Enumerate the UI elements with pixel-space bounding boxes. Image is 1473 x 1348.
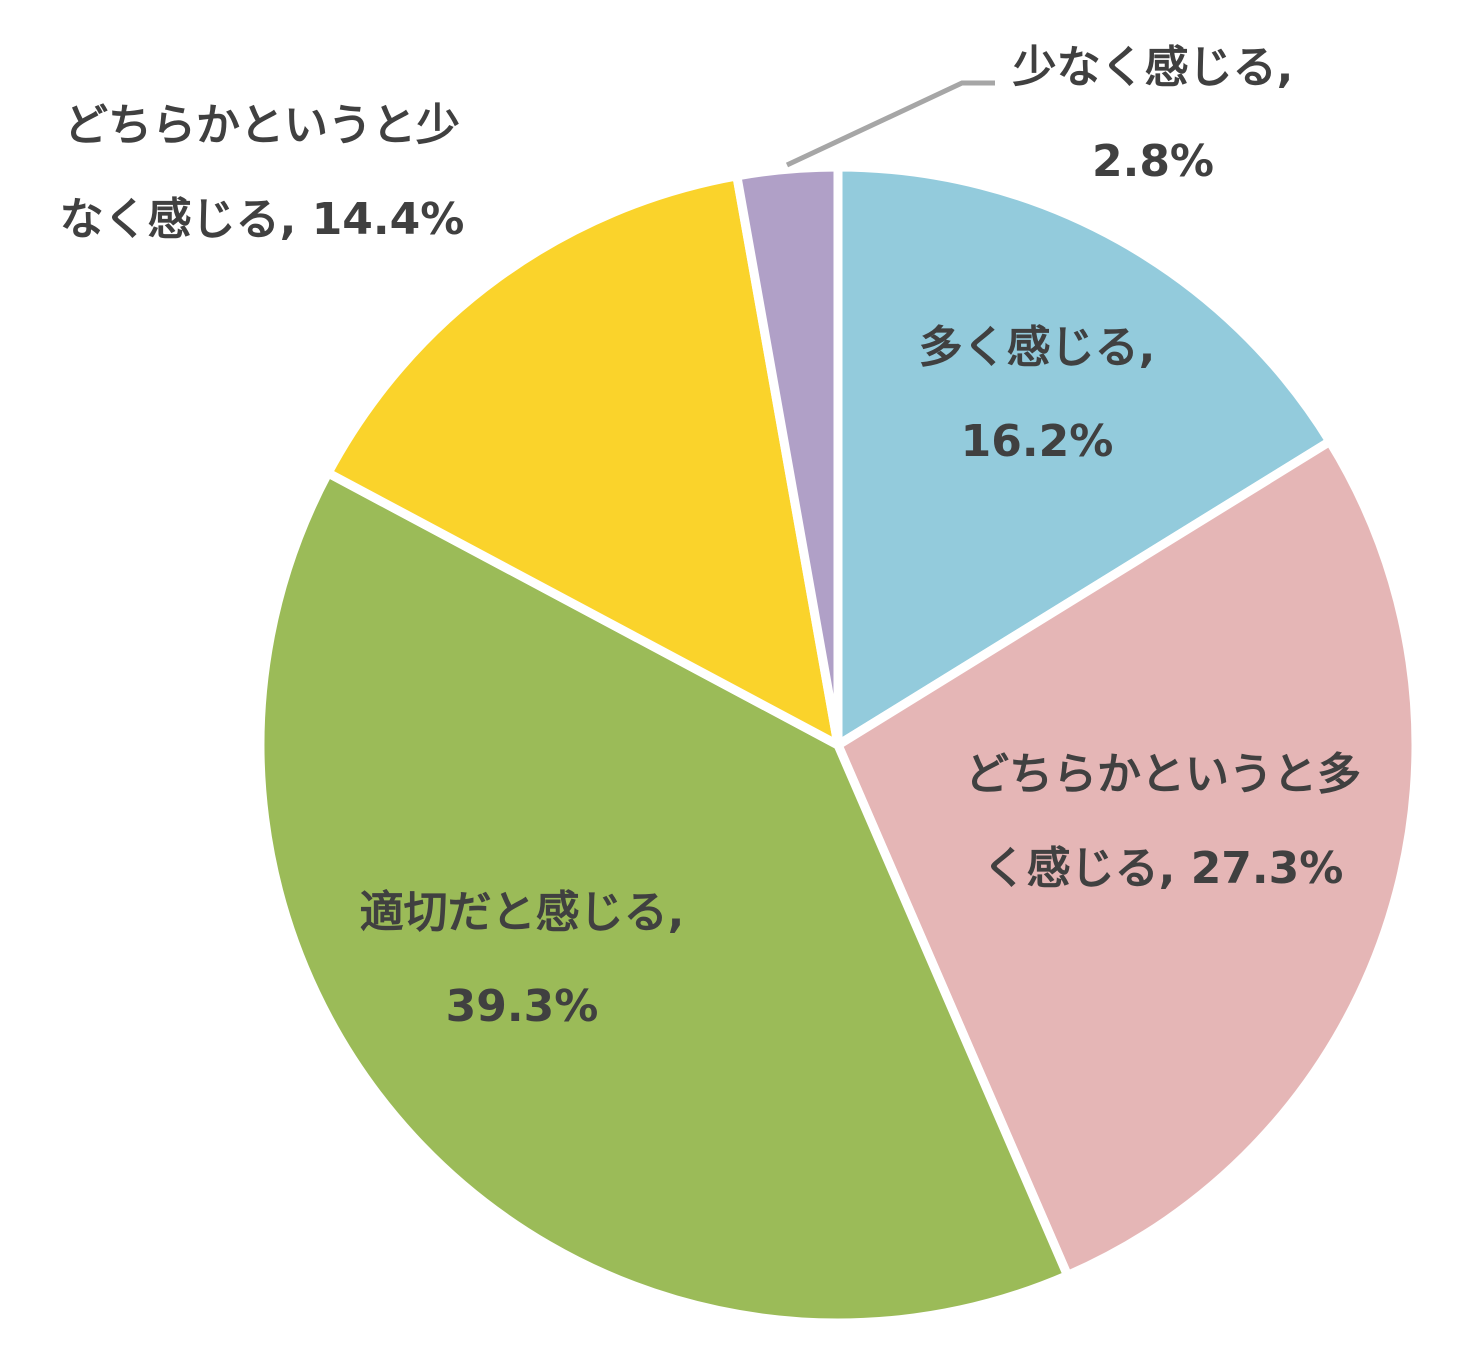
pie-slice-1 xyxy=(833,162,1337,754)
data-label-slice-2-line-1: どちらかというと多 xyxy=(965,749,1361,800)
data-label-slice-4-line-1: どちらかというと少 xyxy=(64,100,460,151)
data-label-slice-3-line-2: 39.3% xyxy=(446,981,599,1032)
data-label-slice-5-line-1: 少なく感じる, xyxy=(1013,42,1294,93)
pie-slice-3 xyxy=(255,466,1074,1328)
pie-slice-4 xyxy=(321,170,845,754)
data-label-slice-4-line-2: なく感じる, 14.4% xyxy=(60,194,465,245)
pie-slice-2 xyxy=(832,435,1421,1282)
pie-slice-5 xyxy=(731,162,843,746)
leader-line-slice-5 xyxy=(785,80,995,168)
data-label-slice-2-line-2: く感じる, 27.3% xyxy=(983,843,1344,894)
data-label-slice-1-line-2: 16.2% xyxy=(961,416,1114,467)
data-label-slice-1-line-1: 多く感じる, xyxy=(919,322,1156,373)
data-label-slice-5-line-2: 2.8% xyxy=(1092,136,1214,187)
pie-slices xyxy=(255,162,1421,1328)
data-label-slice-3-line-1: 適切だと感じる, xyxy=(360,887,685,938)
